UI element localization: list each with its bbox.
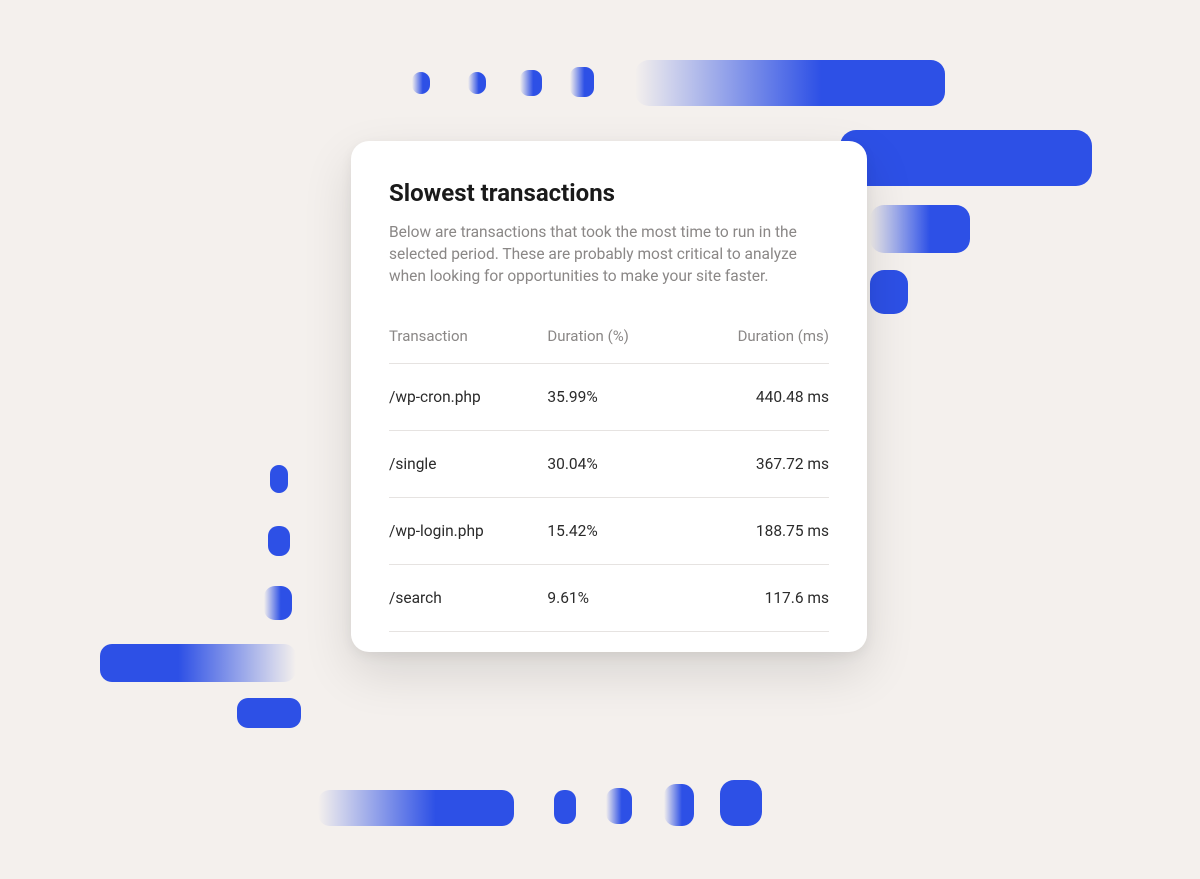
cell-duration-pct: 35.99% bbox=[547, 388, 670, 406]
cell-transaction: /single bbox=[389, 455, 547, 473]
table-row[interactable]: /wp-login.php 15.42% 188.75 ms bbox=[389, 498, 829, 565]
table-row[interactable]: /single 30.04% 367.72 ms bbox=[389, 431, 829, 498]
decoration-shape bbox=[840, 130, 1092, 186]
cell-transaction: /wp-login.php bbox=[389, 522, 547, 540]
decoration-shape bbox=[412, 72, 430, 94]
cell-duration-ms: 188.75 ms bbox=[671, 522, 829, 540]
cell-duration-ms: 367.72 ms bbox=[671, 455, 829, 473]
table-header-row: Transaction Duration (%) Duration (ms) bbox=[389, 327, 829, 364]
card-title: Slowest transactions bbox=[389, 179, 829, 207]
decoration-shape bbox=[268, 526, 290, 556]
decoration-shape bbox=[100, 644, 296, 682]
decoration-shape bbox=[570, 67, 594, 97]
column-header-duration-ms: Duration (ms) bbox=[671, 327, 829, 345]
cell-duration-pct: 15.42% bbox=[547, 522, 670, 540]
cell-transaction: /wp-cron.php bbox=[389, 388, 547, 406]
decoration-shape bbox=[870, 205, 970, 253]
column-header-duration-pct: Duration (%) bbox=[547, 327, 670, 345]
slowest-transactions-card: Slowest transactions Below are transacti… bbox=[351, 141, 867, 652]
table-row[interactable]: /search 9.61% 117.6 ms bbox=[389, 565, 829, 632]
decoration-shape bbox=[635, 60, 945, 106]
table-row[interactable]: /wp-cron.php 35.99% 440.48 ms bbox=[389, 364, 829, 431]
cell-duration-pct: 30.04% bbox=[547, 455, 670, 473]
decoration-shape bbox=[264, 586, 292, 620]
decoration-shape bbox=[318, 790, 514, 826]
cell-duration-ms: 117.6 ms bbox=[671, 589, 829, 607]
cell-transaction: /search bbox=[389, 589, 547, 607]
decoration-shape bbox=[554, 790, 576, 824]
decoration-shape bbox=[720, 780, 762, 826]
decoration-shape bbox=[520, 70, 542, 96]
column-header-transaction: Transaction bbox=[389, 327, 547, 345]
transactions-table: Transaction Duration (%) Duration (ms) /… bbox=[389, 327, 829, 632]
cell-duration-pct: 9.61% bbox=[547, 589, 670, 607]
decoration-shape bbox=[270, 465, 288, 493]
cell-duration-ms: 440.48 ms bbox=[671, 388, 829, 406]
decoration-shape bbox=[664, 784, 694, 826]
decoration-shape bbox=[870, 270, 908, 314]
decoration-shape bbox=[468, 72, 486, 94]
card-description: Below are transactions that took the mos… bbox=[389, 221, 829, 287]
decoration-shape bbox=[606, 788, 632, 824]
decoration-shape bbox=[237, 698, 301, 728]
